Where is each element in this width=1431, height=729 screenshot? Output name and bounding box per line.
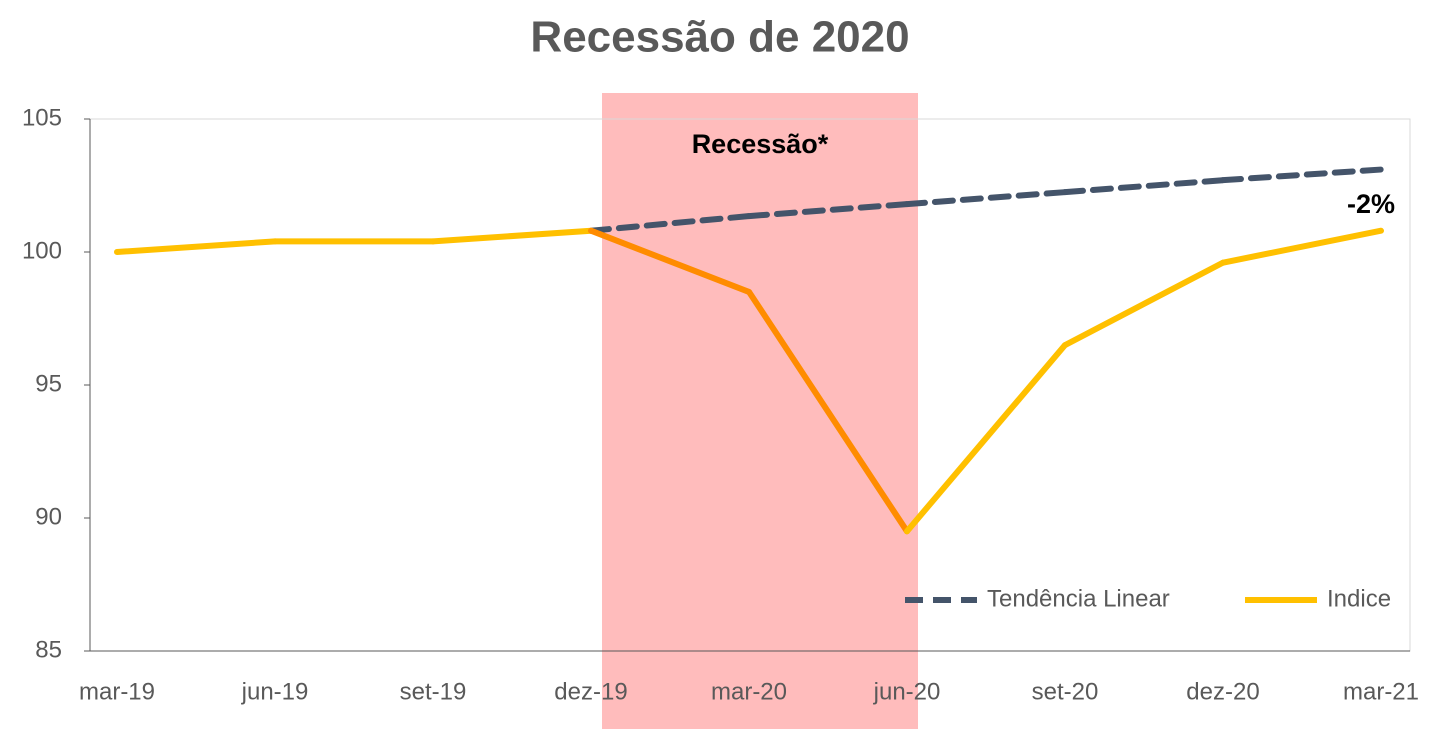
line-segment <box>588 227 752 295</box>
line-segment <box>746 288 910 535</box>
x-tick-label: set-20 <box>1032 678 1099 705</box>
annotation: -2% <box>1347 189 1395 219</box>
y-tick-label: 95 <box>35 370 62 397</box>
legend-label: Indice <box>1327 585 1391 612</box>
y-tick-label: 85 <box>35 636 62 663</box>
line-segment <box>430 227 594 245</box>
x-tick-label: set-19 <box>400 678 467 705</box>
x-tick-label: dez-20 <box>1186 678 1259 705</box>
line-segment <box>588 213 752 234</box>
x-tick-label: mar-20 <box>711 678 787 705</box>
line-segment <box>1220 166 1384 184</box>
x-tick-label: jun-19 <box>241 678 309 705</box>
x-tick-label: jun-20 <box>873 678 941 705</box>
x-tick-label: mar-21 <box>1343 678 1419 705</box>
line-segment <box>904 189 1068 208</box>
line-segment <box>114 238 278 255</box>
chart-title: Recessão de 2020 <box>530 13 909 62</box>
y-tick-label: 90 <box>35 503 62 530</box>
legend-label: Tendência Linear <box>987 585 1170 612</box>
line-segment <box>1062 177 1226 196</box>
x-tick-label: mar-19 <box>79 678 155 705</box>
line-segment <box>746 201 910 220</box>
line-segment <box>904 342 1068 535</box>
x-tick-label: dez-19 <box>554 678 627 705</box>
y-tick-label: 100 <box>22 237 62 264</box>
recession-label: Recessão* <box>692 129 829 159</box>
line-segment <box>1220 227 1384 266</box>
y-tick-label: 105 <box>22 104 62 131</box>
recession-band <box>602 93 918 729</box>
line-segment <box>1062 259 1226 349</box>
